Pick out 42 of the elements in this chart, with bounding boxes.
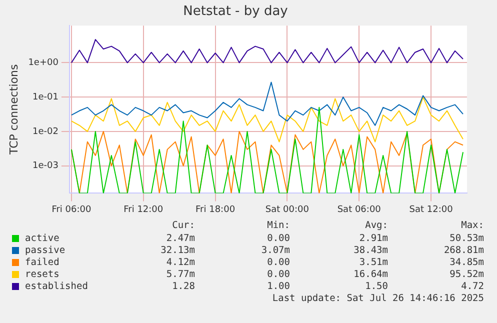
- text: 0.00: [267, 269, 290, 280]
- x-tick-label: Fri 18:00: [196, 204, 236, 215]
- text: 38.43m: [354, 245, 388, 256]
- text: 1.50: [365, 281, 388, 292]
- text: 16.64m: [354, 269, 388, 280]
- text: 0.00: [267, 233, 290, 244]
- text: 2.91m: [359, 233, 388, 244]
- y-tick-label: 1e-03: [32, 161, 58, 172]
- text: Cur:: [172, 220, 195, 231]
- text: 2.47m: [166, 233, 195, 244]
- x-tick-label: Sat 06:00: [337, 204, 382, 215]
- legend-label: failed: [24, 257, 60, 268]
- x-tick-label: Sat 12:00: [409, 204, 454, 215]
- text: 4.12m: [166, 257, 195, 268]
- text: Last update: Sat Jul 26 14:46:16 2025: [272, 293, 484, 304]
- text: 1.00: [267, 281, 290, 292]
- y-tick-label: 1e+00: [28, 58, 59, 68]
- text: 4.72: [461, 281, 484, 292]
- legend-label: resets: [24, 269, 60, 280]
- x-tick-label: Fri 12:00: [124, 204, 164, 215]
- text: 1.28: [172, 281, 195, 292]
- text: Min:: [267, 220, 290, 231]
- text: 3.51m: [359, 257, 388, 268]
- text: 32.13m: [160, 245, 195, 256]
- x-tick-label: Fri 06:00: [52, 204, 92, 215]
- text: Max:: [461, 220, 484, 231]
- text: Avg:: [365, 220, 388, 231]
- chart-title: Netstat - by day: [183, 4, 288, 20]
- legend-label: established: [24, 281, 88, 292]
- text: 5.77m: [166, 269, 195, 280]
- y-tick-label: 1e-02: [32, 126, 58, 137]
- text: 3.07m: [261, 245, 290, 256]
- text: 95.52m: [450, 269, 484, 280]
- y-axis-title: TCP connections: [7, 64, 20, 156]
- text: 268.81m: [444, 245, 484, 256]
- y-tick-label: 1e-01: [32, 92, 58, 102]
- legend-label: active: [24, 233, 60, 244]
- text: 34.85m: [450, 257, 484, 268]
- x-tick-label: Sat 00:00: [265, 204, 310, 215]
- text: 50.53m: [450, 233, 484, 244]
- text: 0.00: [267, 257, 290, 268]
- legend-label: passive: [24, 245, 66, 256]
